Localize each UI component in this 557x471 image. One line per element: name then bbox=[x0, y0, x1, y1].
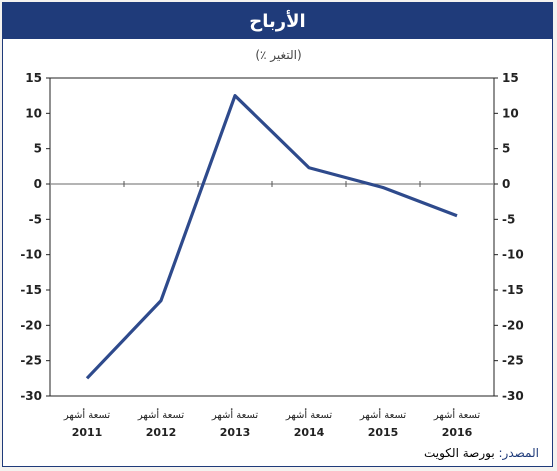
x-tick-label-year: 2013 bbox=[220, 426, 251, 439]
chart-subtitle: (٪ التغير) bbox=[255, 48, 302, 62]
y-tick-label-left: -25 bbox=[20, 354, 42, 368]
y-tick-label-right: -25 bbox=[502, 354, 524, 368]
y-tick-label-left: 5 bbox=[34, 142, 42, 156]
x-tick-label-year: 2011 bbox=[72, 426, 103, 439]
x-tick-label-line1: تسعة أشهر bbox=[63, 408, 111, 421]
y-tick-label-right: 15 bbox=[502, 71, 519, 85]
x-tick-label-line1: تسعة أشهر bbox=[433, 408, 481, 421]
chart-title: الأرباح bbox=[3, 3, 552, 39]
y-tick-label-left: 15 bbox=[25, 71, 42, 85]
y-tick-label-right: 0 bbox=[502, 177, 510, 191]
y-tick-label-left: 10 bbox=[25, 106, 42, 120]
y-tick-label-left: -15 bbox=[20, 283, 42, 297]
y-tick-label-left: -5 bbox=[29, 212, 42, 226]
y-tick-label-left: -20 bbox=[20, 318, 42, 332]
x-tick-label-year: 2012 bbox=[146, 426, 177, 439]
y-tick-label-left: -10 bbox=[20, 248, 42, 262]
x-tick-label-line1: تسعة أشهر bbox=[137, 408, 185, 421]
y-tick-label-left: 0 bbox=[34, 177, 42, 191]
x-tick-label-year: 2014 bbox=[294, 426, 325, 439]
plot-area bbox=[49, 77, 495, 397]
y-tick-label-left: -30 bbox=[20, 389, 42, 403]
x-tick-label-year: 2016 bbox=[442, 426, 473, 439]
y-tick-label-right: -10 bbox=[502, 248, 524, 262]
source-label: المصدر: bbox=[498, 446, 539, 460]
y-tick-label-right: -15 bbox=[502, 283, 524, 297]
x-tick-label-line1: تسعة أشهر bbox=[285, 408, 333, 421]
y-tick-label-right: -30 bbox=[502, 389, 524, 403]
source-note: المصدر: بورصة الكويت bbox=[424, 446, 539, 460]
y-tick-label-right: -20 bbox=[502, 318, 524, 332]
y-tick-label-right: -5 bbox=[502, 212, 515, 226]
chart-frame bbox=[2, 2, 553, 467]
x-tick-label-line1: تسعة أشهر bbox=[211, 408, 259, 421]
source-value: بورصة الكويت bbox=[423, 446, 495, 460]
y-tick-label-right: 10 bbox=[502, 106, 519, 120]
x-tick-label-year: 2015 bbox=[368, 426, 399, 439]
series-line bbox=[85, 94, 458, 380]
y-tick-label-right: 5 bbox=[502, 142, 510, 156]
x-tick-label-line1: تسعة أشهر bbox=[359, 408, 407, 421]
